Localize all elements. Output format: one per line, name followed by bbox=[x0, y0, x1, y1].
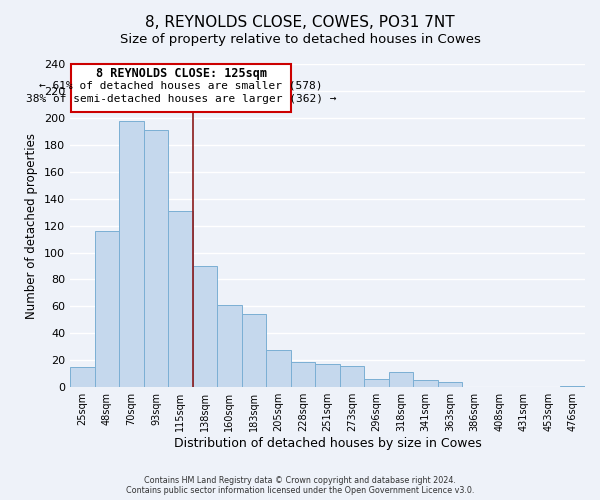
X-axis label: Distribution of detached houses by size in Cowes: Distribution of detached houses by size … bbox=[173, 437, 481, 450]
Bar bbox=[193, 266, 217, 387]
Bar bbox=[70, 367, 95, 387]
Bar bbox=[291, 362, 315, 387]
Bar bbox=[389, 372, 413, 387]
Bar bbox=[413, 380, 438, 387]
FancyBboxPatch shape bbox=[71, 64, 291, 112]
Text: Size of property relative to detached houses in Cowes: Size of property relative to detached ho… bbox=[119, 32, 481, 46]
Text: 8, REYNOLDS CLOSE, COWES, PO31 7NT: 8, REYNOLDS CLOSE, COWES, PO31 7NT bbox=[145, 15, 455, 30]
Text: Contains HM Land Registry data © Crown copyright and database right 2024.
Contai: Contains HM Land Registry data © Crown c… bbox=[126, 476, 474, 495]
Bar bbox=[242, 314, 266, 387]
Bar bbox=[119, 120, 143, 387]
Bar bbox=[95, 231, 119, 387]
Bar bbox=[266, 350, 291, 387]
Text: 38% of semi-detached houses are larger (362) →: 38% of semi-detached houses are larger (… bbox=[26, 94, 336, 104]
Bar bbox=[364, 379, 389, 387]
Y-axis label: Number of detached properties: Number of detached properties bbox=[25, 132, 38, 318]
Bar bbox=[560, 386, 585, 387]
Bar bbox=[438, 382, 463, 387]
Bar bbox=[315, 364, 340, 387]
Bar bbox=[217, 305, 242, 387]
Bar bbox=[143, 130, 168, 387]
Text: 8 REYNOLDS CLOSE: 125sqm: 8 REYNOLDS CLOSE: 125sqm bbox=[95, 67, 266, 80]
Bar bbox=[340, 366, 364, 387]
Bar bbox=[168, 211, 193, 387]
Text: ← 61% of detached houses are smaller (578): ← 61% of detached houses are smaller (57… bbox=[39, 80, 323, 90]
